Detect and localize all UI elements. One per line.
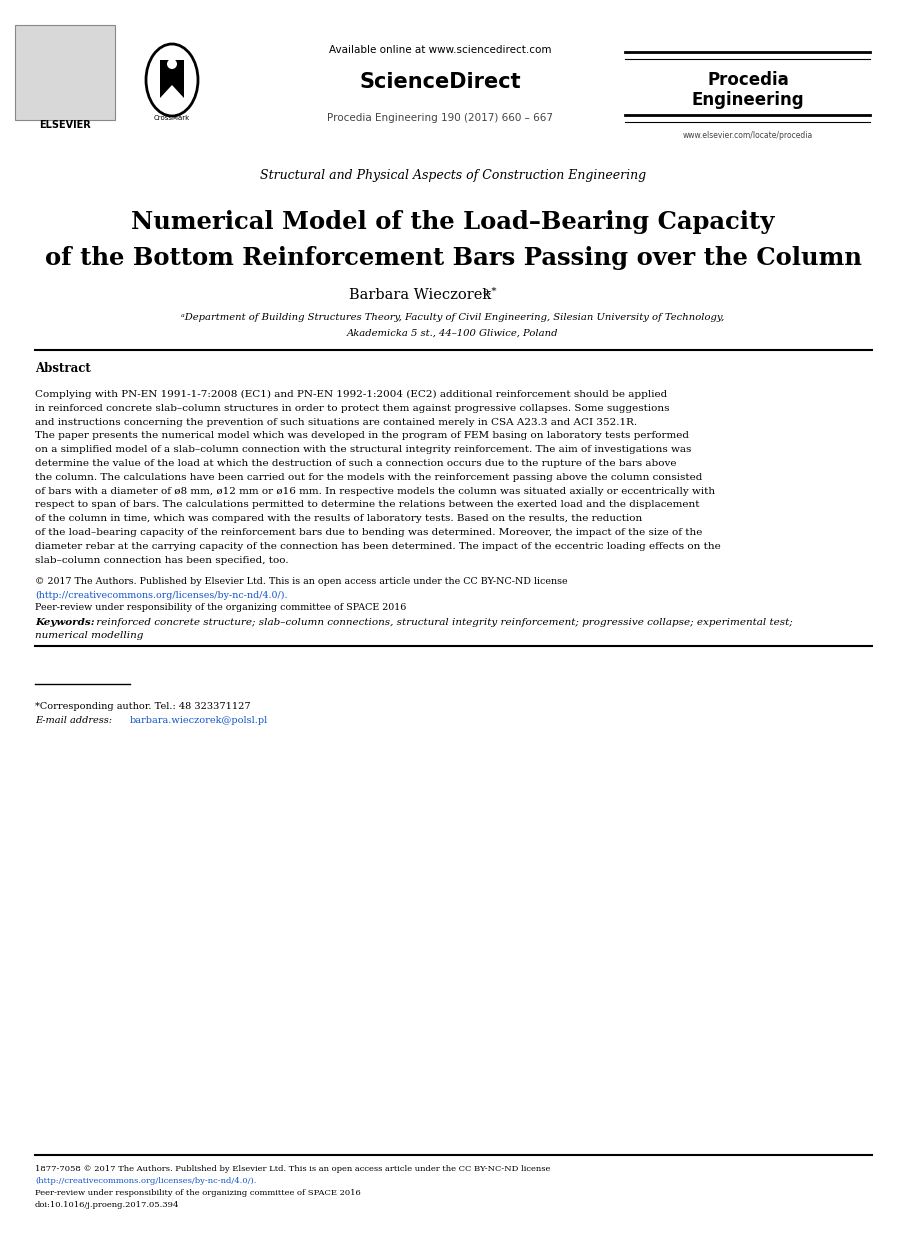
Text: (http://creativecommons.org/licenses/by-nc-nd/4.0/).: (http://creativecommons.org/licenses/by-… <box>35 591 288 599</box>
FancyBboxPatch shape <box>160 59 184 98</box>
Text: Keywords:: Keywords: <box>35 619 94 628</box>
Text: Engineering: Engineering <box>692 92 805 109</box>
Text: Structural and Physical Aspects of Construction Engineering: Structural and Physical Aspects of Const… <box>260 168 646 182</box>
Text: numerical modelling: numerical modelling <box>35 631 143 640</box>
Text: Procedia Engineering 190 (2017) 660 – 667: Procedia Engineering 190 (2017) 660 – 66… <box>327 113 553 123</box>
Text: slab–column connection has been specified, too.: slab–column connection has been specifie… <box>35 556 288 565</box>
Text: in reinforced concrete slab–column structures in order to protect them against p: in reinforced concrete slab–column struc… <box>35 404 669 412</box>
Ellipse shape <box>146 45 198 116</box>
Text: 1877-7058 © 2017 The Authors. Published by Elsevier Ltd. This is an open access : 1877-7058 © 2017 The Authors. Published … <box>35 1165 551 1172</box>
Text: of the load–bearing capacity of the reinforcement bars due to bending was determ: of the load–bearing capacity of the rein… <box>35 527 702 537</box>
Text: © 2017 The Authors. Published by Elsevier Ltd. This is an open access article un: © 2017 The Authors. Published by Elsevie… <box>35 577 568 587</box>
Text: Procedia: Procedia <box>707 71 789 89</box>
Text: Peer-review under responsibility of the organizing committee of SPACE 2016: Peer-review under responsibility of the … <box>35 603 406 613</box>
Text: Available online at www.sciencedirect.com: Available online at www.sciencedirect.co… <box>328 45 551 54</box>
Text: *Corresponding author. Tel.: 48 323371127: *Corresponding author. Tel.: 48 32337112… <box>35 702 250 712</box>
Polygon shape <box>160 85 184 98</box>
Circle shape <box>167 59 177 69</box>
Text: barbara.wieczorek@polsl.pl: barbara.wieczorek@polsl.pl <box>130 717 268 725</box>
Text: doi:10.1016/j.proeng.2017.05.394: doi:10.1016/j.proeng.2017.05.394 <box>35 1201 180 1210</box>
Text: www.elsevier.com/locate/procedia: www.elsevier.com/locate/procedia <box>683 131 813 140</box>
Text: Numerical Model of the Load–Bearing Capacity: Numerical Model of the Load–Bearing Capa… <box>132 210 775 234</box>
Text: of the Bottom Reinforcement Bars Passing over the Column: of the Bottom Reinforcement Bars Passing… <box>44 246 862 270</box>
Text: a,*: a,* <box>483 286 497 296</box>
Text: on a simplified model of a slab–column connection with the structural integrity : on a simplified model of a slab–column c… <box>35 446 691 454</box>
Text: Peer-review under responsibility of the organizing committee of SPACE 2016: Peer-review under responsibility of the … <box>35 1188 361 1197</box>
Text: reinforced concrete structure; slab–column connections, structural integrity rei: reinforced concrete structure; slab–colu… <box>93 619 793 628</box>
Text: determine the value of the load at which the destruction of such a connection oc: determine the value of the load at which… <box>35 459 677 468</box>
Text: E-mail address:: E-mail address: <box>35 717 112 725</box>
Text: and instructions concerning the prevention of such situations are contained mere: and instructions concerning the preventi… <box>35 417 637 427</box>
Text: Barbara Wieczorek: Barbara Wieczorek <box>349 288 491 302</box>
Text: respect to span of bars. The calculations permitted to determine the relations b: respect to span of bars. The calculation… <box>35 500 699 509</box>
Text: CrossMark: CrossMark <box>154 115 190 121</box>
Text: Complying with PN-EN 1991-1-7:2008 (EC1) and PN-EN 1992-1:2004 (EC2) additional : Complying with PN-EN 1991-1-7:2008 (EC1)… <box>35 390 668 399</box>
Text: ScienceDirect: ScienceDirect <box>359 72 521 92</box>
Text: Abstract: Abstract <box>35 361 91 375</box>
Text: ᵃDepartment of Building Structures Theory, Faculty of Civil Engineering, Silesia: ᵃDepartment of Building Structures Theor… <box>181 313 725 323</box>
Text: Akademicka 5 st., 44–100 Gliwice, Poland: Akademicka 5 st., 44–100 Gliwice, Poland <box>347 328 559 338</box>
Text: ELSEVIER: ELSEVIER <box>39 120 91 130</box>
Text: the column. The calculations have been carried out for the models with the reinf: the column. The calculations have been c… <box>35 473 702 482</box>
Text: of bars with a diameter of ø8 mm, ø12 mm or ø16 mm. In respective models the col: of bars with a diameter of ø8 mm, ø12 mm… <box>35 487 715 495</box>
Text: diameter rebar at the carrying capacity of the connection has been determined. T: diameter rebar at the carrying capacity … <box>35 542 721 551</box>
Text: of the column in time, which was compared with the results of laboratory tests. : of the column in time, which was compare… <box>35 514 642 524</box>
Text: (http://creativecommons.org/licenses/by-nc-nd/4.0/).: (http://creativecommons.org/licenses/by-… <box>35 1177 257 1185</box>
Text: The paper presents the numerical model which was developed in the program of FEM: The paper presents the numerical model w… <box>35 431 689 441</box>
FancyBboxPatch shape <box>15 25 115 120</box>
